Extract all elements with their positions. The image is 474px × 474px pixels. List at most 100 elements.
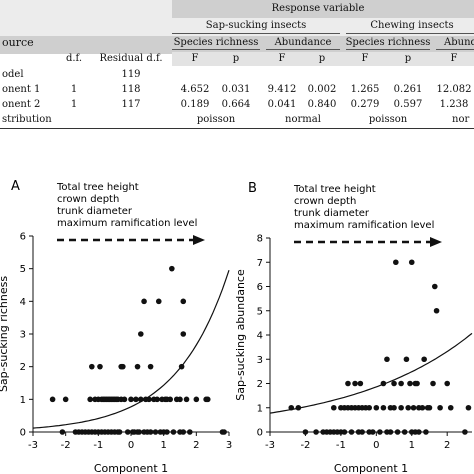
data-point (444, 380, 450, 387)
subheader-1: Species richness (173, 37, 259, 48)
x-axis-label: Component 1 (334, 462, 408, 474)
annotation-line: crown depth (294, 196, 356, 207)
row-value: 0.840 (307, 99, 337, 110)
data-point (154, 396, 160, 403)
anova-table: Response variable Sap-sucking insects Ch… (0, 0, 474, 132)
header-chewing: Chewing insects (370, 20, 454, 31)
annotation-line: trunk diameter (57, 206, 133, 217)
y-tick-label: 2 (20, 362, 26, 373)
data-point (187, 429, 193, 435)
arrow-head (193, 235, 205, 245)
row-value: poisson (368, 114, 408, 125)
stat-header-3: F (278, 53, 286, 64)
data-point (394, 429, 401, 435)
data-point (295, 404, 302, 411)
header-df: d.f. (65, 53, 83, 64)
data-point (164, 429, 170, 435)
data-point (147, 429, 154, 435)
data-point (180, 298, 187, 305)
x-tick-label: 2 (193, 440, 199, 451)
row-resid: 119 (121, 69, 141, 80)
data-point (348, 429, 355, 435)
data-point (380, 380, 387, 387)
y-tick-label: 2 (257, 379, 263, 390)
row-value: 4.652 (180, 84, 210, 95)
data-point (204, 396, 211, 403)
data-point (170, 429, 177, 435)
data-point (180, 331, 187, 337)
data-point (49, 396, 56, 403)
row-value: 1.265 (350, 84, 380, 95)
data-point (437, 404, 443, 411)
row-value: 0.189 (180, 99, 210, 110)
header-band-group (0, 18, 474, 36)
y-tick-label: 7 (257, 258, 263, 269)
data-point (89, 363, 95, 370)
data-point (430, 380, 436, 387)
data-point (120, 363, 126, 370)
data-point (180, 429, 187, 435)
header-residual-df: Residual d.f. (99, 53, 163, 64)
row-label: onent 1 (2, 84, 41, 95)
x-tick-label: 1 (160, 440, 166, 451)
data-point (416, 429, 422, 435)
x-tick-label: -3 (28, 440, 38, 451)
data-point (313, 429, 319, 435)
row-resid: 117 (121, 99, 141, 110)
data-point (124, 429, 131, 435)
stat-header-4: p (318, 53, 326, 64)
data-point (433, 307, 440, 314)
y-tick-label: 0 (20, 428, 26, 439)
data-point (302, 429, 309, 435)
x-tick-label: 0 (373, 440, 379, 451)
data-point (146, 396, 152, 403)
header-band-top-right (172, 0, 474, 18)
rule-chew (346, 33, 474, 34)
row-value: 0.279 (350, 99, 380, 110)
y-tick-label: 6 (257, 282, 263, 293)
data-point (405, 404, 412, 411)
row-value: normal (285, 114, 321, 125)
row-df: 1 (70, 99, 78, 110)
data-point (341, 429, 348, 435)
data-point (134, 363, 141, 370)
row-label: onent 2 (2, 99, 41, 110)
data-point (138, 396, 144, 403)
y-axis-label: Sap-sucking richness (0, 276, 10, 392)
y-tick-label: 5 (257, 306, 263, 317)
data-point (398, 380, 404, 387)
data-point (59, 429, 66, 435)
data-point (359, 429, 365, 435)
data-point (121, 396, 128, 403)
data-point (431, 283, 438, 290)
y-axis-label: Sap-sucking abundance (234, 269, 247, 401)
data-point (398, 404, 404, 411)
data-point (193, 396, 200, 403)
data-point (183, 396, 190, 403)
row-label: stribution (2, 114, 52, 125)
header-response-variable: Response variable (271, 3, 365, 14)
data-point (330, 404, 337, 411)
data-point (421, 356, 427, 363)
subheader-4: Abund (444, 37, 474, 48)
y-tick-label: 4 (257, 331, 263, 342)
annotation-line: maximum ramification level (57, 218, 197, 229)
subheader-2: Abundance (274, 37, 332, 48)
arrow-head (430, 237, 442, 247)
fit-curve (269, 332, 473, 414)
row-value: nor (452, 114, 470, 125)
x-tick-label: 1 (409, 440, 415, 451)
row-value: 0.597 (393, 99, 423, 110)
data-point (403, 356, 410, 363)
data-point (414, 380, 420, 387)
data-point (87, 396, 93, 403)
stat-header-1: F (191, 53, 199, 64)
y-tick-label: 4 (20, 297, 26, 308)
table-bottom-rule (0, 128, 474, 129)
row-value: 9.412 (267, 84, 297, 95)
x-tick-label: 2 (444, 440, 450, 451)
data-point (138, 331, 144, 337)
x-tick-label: 0 (128, 440, 134, 451)
